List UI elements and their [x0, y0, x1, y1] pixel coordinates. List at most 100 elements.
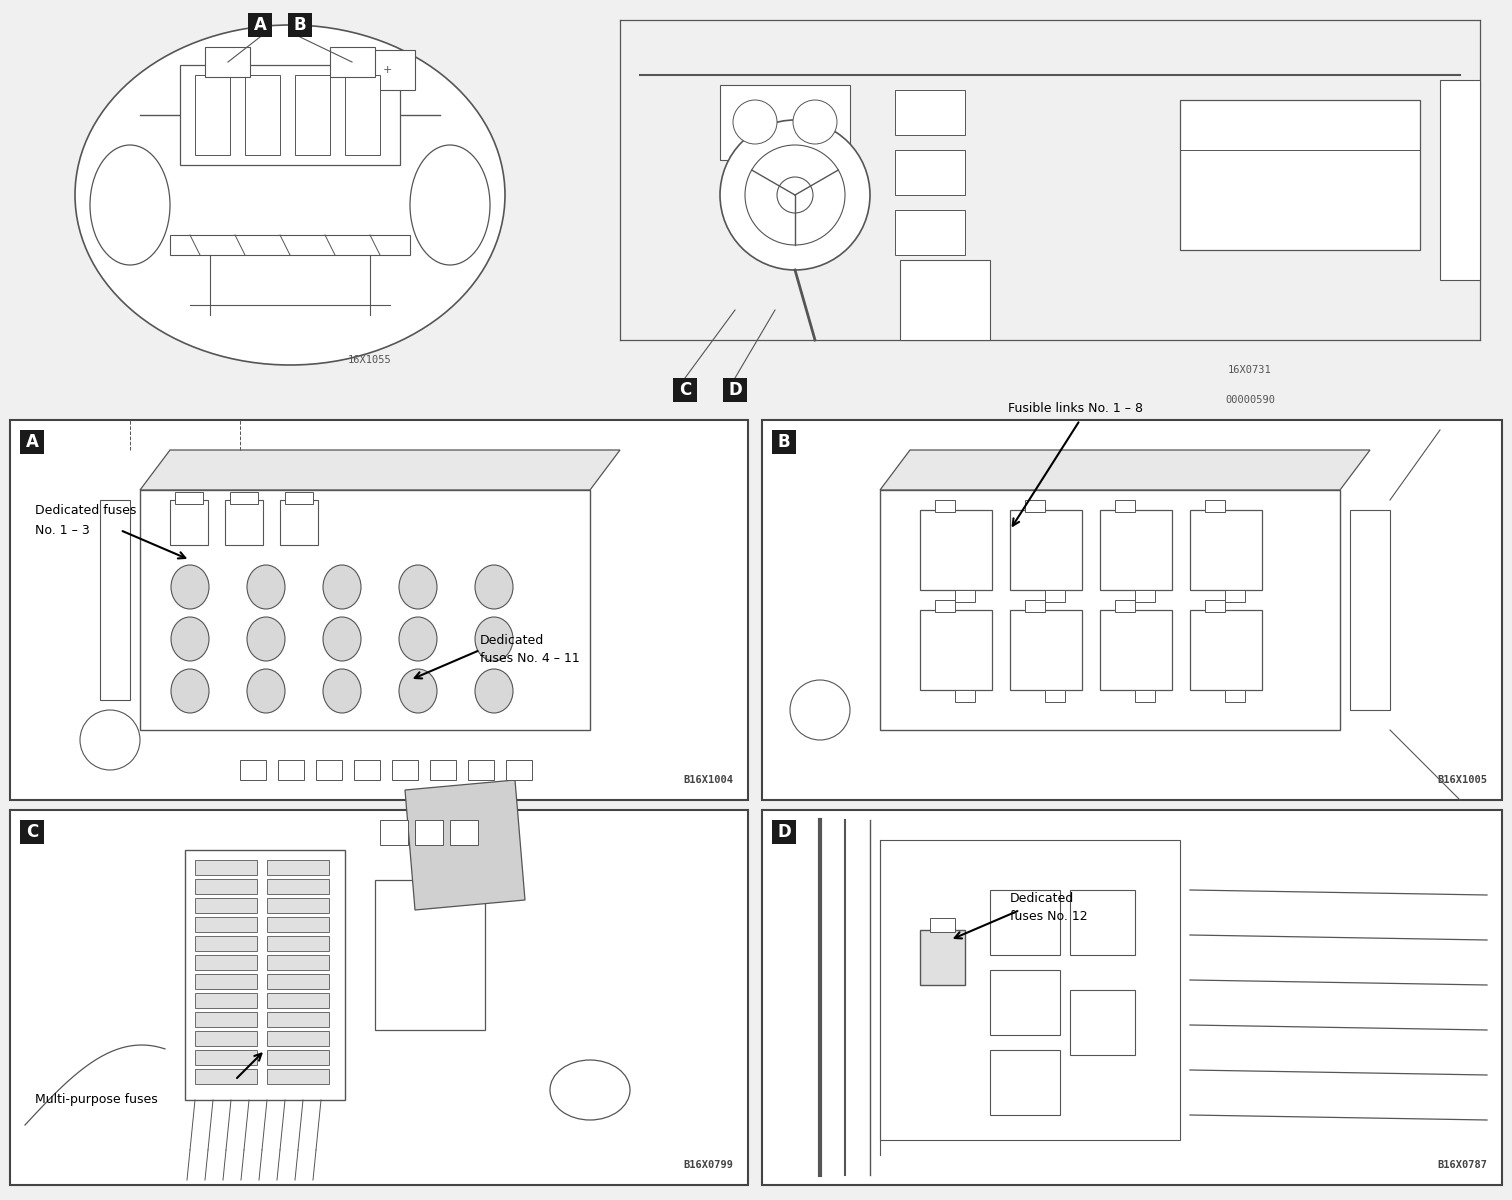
Bar — [375, 880, 485, 1030]
Bar — [1136, 690, 1155, 702]
Bar — [206, 47, 249, 77]
Bar — [1025, 600, 1045, 612]
Bar — [100, 500, 130, 700]
Text: 16X0731: 16X0731 — [1228, 365, 1272, 374]
Text: Dedicated fuses: Dedicated fuses — [35, 504, 136, 516]
Bar — [1025, 500, 1045, 512]
Bar — [330, 47, 375, 77]
Bar — [268, 1012, 330, 1027]
Text: Dedicated: Dedicated — [479, 634, 544, 647]
Bar — [195, 1069, 257, 1084]
Bar — [1070, 890, 1136, 955]
Polygon shape — [405, 780, 525, 910]
Text: B16X1004: B16X1004 — [683, 775, 733, 785]
Ellipse shape — [324, 617, 361, 661]
Circle shape — [745, 145, 845, 245]
Bar — [345, 74, 380, 155]
Polygon shape — [880, 450, 1370, 490]
Bar — [1225, 590, 1244, 602]
Bar — [392, 760, 417, 780]
Ellipse shape — [324, 565, 361, 608]
Bar — [507, 760, 532, 780]
Circle shape — [792, 100, 838, 144]
Bar — [773, 820, 795, 844]
Text: D: D — [729, 382, 742, 398]
Bar — [195, 898, 257, 913]
Bar — [284, 492, 313, 504]
Bar — [1190, 510, 1263, 590]
Circle shape — [789, 680, 850, 740]
Bar — [11, 810, 748, 1186]
Bar — [414, 820, 443, 845]
Bar — [1205, 600, 1225, 612]
Ellipse shape — [399, 617, 437, 661]
Bar — [195, 1031, 257, 1046]
Bar — [723, 378, 747, 402]
Ellipse shape — [171, 617, 209, 661]
Text: B: B — [777, 433, 791, 451]
Bar — [287, 13, 311, 37]
Text: B16X1005: B16X1005 — [1436, 775, 1486, 785]
Bar — [880, 840, 1179, 1140]
Ellipse shape — [246, 617, 284, 661]
Circle shape — [80, 710, 141, 770]
Bar — [195, 860, 257, 875]
Text: A: A — [254, 16, 266, 34]
Bar — [934, 600, 956, 612]
Polygon shape — [141, 490, 590, 730]
Bar — [919, 510, 992, 590]
Bar — [180, 65, 401, 164]
Text: B: B — [293, 16, 307, 34]
Ellipse shape — [76, 25, 505, 365]
Bar — [195, 955, 257, 970]
Bar — [268, 955, 330, 970]
Bar — [673, 378, 697, 402]
Bar — [1101, 510, 1172, 590]
Bar — [762, 810, 1501, 1186]
Circle shape — [733, 100, 777, 144]
Ellipse shape — [399, 565, 437, 608]
Ellipse shape — [324, 670, 361, 713]
Ellipse shape — [171, 670, 209, 713]
Bar — [990, 1050, 1060, 1115]
Text: Dedicated: Dedicated — [1010, 892, 1074, 905]
Bar — [195, 1012, 257, 1027]
Bar — [1136, 590, 1155, 602]
Bar — [354, 760, 380, 780]
Text: D: D — [777, 823, 791, 841]
Text: A: A — [26, 433, 38, 451]
Bar — [268, 974, 330, 989]
Bar — [1205, 500, 1225, 512]
Ellipse shape — [91, 145, 169, 265]
Bar — [1114, 600, 1136, 612]
Text: B16X0787: B16X0787 — [1436, 1160, 1486, 1170]
Bar — [268, 1031, 330, 1046]
Bar — [278, 760, 304, 780]
Bar — [380, 820, 408, 845]
Bar — [175, 492, 203, 504]
Bar — [20, 820, 44, 844]
Bar — [240, 760, 266, 780]
Bar — [195, 936, 257, 950]
Bar — [1114, 500, 1136, 512]
Bar — [268, 1050, 330, 1066]
Bar — [268, 878, 330, 894]
Text: 16X1055: 16X1055 — [348, 355, 392, 365]
Ellipse shape — [475, 670, 513, 713]
Bar — [20, 430, 44, 454]
Bar — [245, 74, 280, 155]
Bar — [195, 878, 257, 894]
Bar — [934, 500, 956, 512]
Bar — [225, 500, 263, 545]
Bar — [195, 1050, 257, 1066]
Bar — [773, 430, 795, 454]
Text: C: C — [26, 823, 38, 841]
Bar — [1010, 510, 1083, 590]
Bar — [990, 970, 1060, 1034]
Bar — [1190, 610, 1263, 690]
Text: 00000590: 00000590 — [1225, 395, 1275, 404]
Bar — [195, 74, 230, 155]
Bar — [1010, 610, 1083, 690]
Ellipse shape — [410, 145, 490, 265]
Bar — [1439, 80, 1480, 280]
